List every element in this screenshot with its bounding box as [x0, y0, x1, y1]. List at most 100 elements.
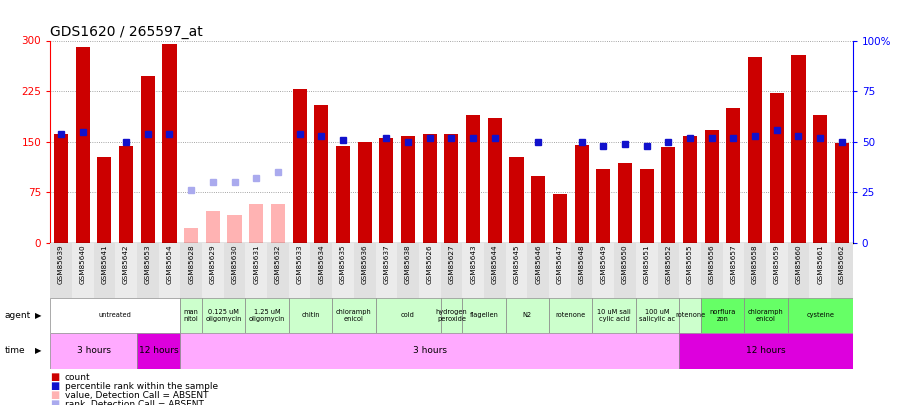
Bar	[162, 44, 177, 243]
Text: 10 uM sali
cylic acid: 10 uM sali cylic acid	[597, 309, 630, 322]
Bar	[657, 243, 679, 298]
Text: GSM85647: GSM85647	[557, 245, 562, 284]
Bar	[245, 298, 289, 333]
Bar	[548, 298, 592, 333]
Bar	[765, 243, 787, 298]
Text: GSM85650: GSM85650	[621, 245, 628, 284]
Bar	[180, 298, 201, 333]
Text: GSM85633: GSM85633	[296, 245, 302, 284]
Bar	[509, 157, 523, 243]
Bar	[592, 298, 635, 333]
Bar	[353, 243, 375, 298]
Text: GSM85661: GSM85661	[816, 245, 823, 284]
Text: flagellen: flagellen	[469, 312, 498, 318]
Text: GSM85654: GSM85654	[167, 245, 172, 284]
Bar	[201, 298, 245, 333]
Text: chloramph
enicol: chloramph enicol	[747, 309, 783, 322]
Text: N2: N2	[522, 312, 531, 318]
Bar	[115, 243, 137, 298]
Text: GSM85626: GSM85626	[426, 245, 433, 284]
Bar	[722, 243, 743, 298]
Bar	[725, 108, 740, 243]
Bar	[184, 228, 198, 243]
Text: chitin: chitin	[301, 312, 320, 318]
Bar	[440, 298, 462, 333]
Text: GSM85639: GSM85639	[58, 245, 64, 284]
Text: GSM85660: GSM85660	[794, 245, 801, 284]
Text: 3 hours: 3 hours	[77, 346, 110, 356]
Bar	[180, 243, 201, 298]
Bar	[72, 243, 94, 298]
Text: GSM85631: GSM85631	[253, 245, 259, 284]
Bar	[505, 298, 548, 333]
Bar	[679, 333, 852, 369]
Text: value, Detection Call = ABSENT: value, Detection Call = ABSENT	[65, 391, 208, 400]
Bar	[682, 136, 696, 243]
Bar	[552, 194, 567, 243]
Text: GSM85649: GSM85649	[599, 245, 606, 284]
Text: GSM85634: GSM85634	[318, 245, 324, 284]
Bar	[635, 298, 679, 333]
Text: 12 hours: 12 hours	[138, 346, 179, 356]
Bar	[484, 243, 505, 298]
Bar	[201, 243, 223, 298]
Text: GSM85657: GSM85657	[730, 245, 735, 284]
Bar	[375, 298, 440, 333]
Text: GSM85651: GSM85651	[643, 245, 649, 284]
Text: GDS1620 / 265597_at: GDS1620 / 265597_at	[50, 26, 202, 39]
Text: agent: agent	[5, 311, 31, 320]
Bar	[787, 298, 852, 333]
Bar	[249, 204, 263, 243]
Bar	[462, 243, 484, 298]
Text: ■: ■	[50, 390, 59, 400]
Bar	[119, 147, 133, 243]
Text: rotenone: rotenone	[555, 312, 585, 318]
Bar	[834, 143, 848, 243]
Bar	[660, 147, 675, 243]
Text: ▶: ▶	[35, 346, 41, 356]
Text: GSM85653: GSM85653	[145, 245, 150, 284]
Bar	[245, 243, 267, 298]
Bar	[830, 243, 852, 298]
Bar	[418, 243, 440, 298]
Text: GSM85635: GSM85635	[340, 245, 345, 284]
Bar	[314, 104, 328, 243]
Text: GSM85643: GSM85643	[469, 245, 476, 284]
Text: GSM85636: GSM85636	[362, 245, 367, 284]
Bar	[618, 163, 631, 243]
Text: GSM85628: GSM85628	[188, 245, 194, 284]
Bar	[487, 118, 501, 243]
Text: GSM85646: GSM85646	[535, 245, 540, 284]
Text: cysteine: cysteine	[805, 312, 834, 318]
Bar	[357, 142, 372, 243]
Text: GSM85632: GSM85632	[274, 245, 281, 284]
Bar	[440, 243, 462, 298]
Bar	[54, 134, 68, 243]
Text: GSM85627: GSM85627	[448, 245, 454, 284]
Bar	[505, 243, 527, 298]
Text: hydrogen
peroxide: hydrogen peroxide	[435, 309, 466, 322]
Bar	[206, 211, 220, 243]
Text: 0.125 uM
oligomycin: 0.125 uM oligomycin	[205, 309, 241, 322]
Bar	[769, 93, 783, 243]
Bar	[527, 243, 548, 298]
Bar	[639, 169, 653, 243]
Bar	[596, 169, 609, 243]
Text: GSM85641: GSM85641	[101, 245, 107, 284]
Bar	[289, 243, 310, 298]
Bar	[466, 115, 480, 243]
Bar	[267, 243, 289, 298]
Text: percentile rank within the sample: percentile rank within the sample	[65, 382, 218, 391]
Bar	[50, 298, 180, 333]
Text: man
nitol: man nitol	[183, 309, 199, 322]
Text: ▶: ▶	[35, 311, 41, 320]
Bar	[50, 333, 137, 369]
Text: ■: ■	[50, 382, 59, 391]
Bar	[791, 55, 804, 243]
Bar	[379, 139, 393, 243]
Text: GSM85638: GSM85638	[404, 245, 411, 284]
Text: cold: cold	[401, 312, 415, 318]
Text: GSM85658: GSM85658	[752, 245, 757, 284]
Bar	[570, 243, 592, 298]
Bar	[574, 145, 588, 243]
